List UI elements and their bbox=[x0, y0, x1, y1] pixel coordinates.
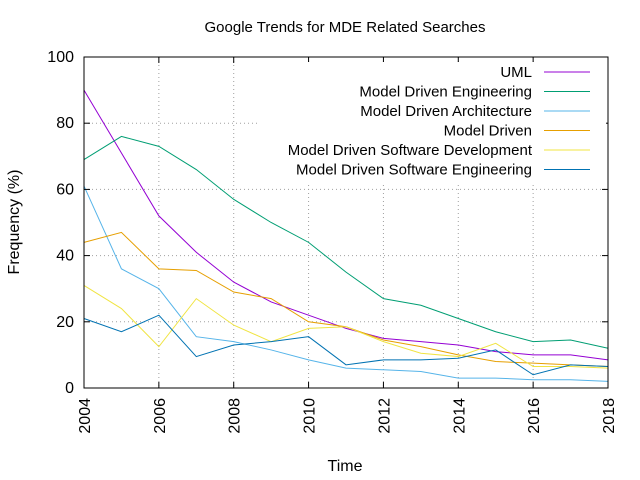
series-lines bbox=[83, 89, 609, 382]
x-tick-label: 2006 bbox=[152, 398, 169, 434]
series-line bbox=[83, 314, 609, 376]
y-tick-label: 40 bbox=[56, 248, 74, 265]
series-line bbox=[83, 284, 609, 369]
y-tick-label: 60 bbox=[56, 181, 74, 198]
legend-label: Model Driven Architecture bbox=[360, 103, 532, 120]
legend-label: Model Driven bbox=[444, 123, 532, 140]
y-tick-label: 0 bbox=[65, 380, 74, 397]
legend-label: Model Driven Software Engineering bbox=[296, 162, 532, 179]
legend: UML Model Driven Engineering Model Driven … bbox=[260, 62, 606, 183]
legend-label: UML bbox=[500, 64, 532, 81]
series-line bbox=[83, 231, 609, 367]
y-tick-label: 20 bbox=[56, 314, 74, 331]
legend-label: Model Driven Software Development bbox=[288, 142, 533, 159]
x-tick-label: 2010 bbox=[302, 398, 319, 434]
legend-label: Model Driven Engineering bbox=[359, 84, 532, 101]
plot-frame bbox=[83, 56, 609, 389]
x-tick-label: 2008 bbox=[227, 398, 244, 434]
x-tick-label: 2016 bbox=[526, 398, 543, 434]
x-tick-label: 2012 bbox=[376, 398, 393, 434]
series-line bbox=[83, 185, 609, 382]
series-line bbox=[83, 135, 609, 349]
chart-title: Google Trends for MDE Related Searches bbox=[205, 19, 486, 36]
x-tick-label: 2018 bbox=[601, 398, 618, 434]
y-tick-label: 80 bbox=[56, 115, 74, 132]
axis-ticks: 0 20 40 60 80 100 2004 2006 2008 2010 2012 2014 2016… bbox=[47, 49, 618, 434]
legend-background bbox=[260, 62, 606, 183]
x-axis-label: Time bbox=[328, 458, 363, 475]
y-tick-label: 100 bbox=[47, 49, 74, 66]
x-tick-label: 2004 bbox=[77, 398, 94, 434]
series-line bbox=[83, 89, 609, 361]
y-axis-label: Frequency (%) bbox=[6, 170, 23, 275]
x-tick-label: 2014 bbox=[451, 398, 468, 434]
